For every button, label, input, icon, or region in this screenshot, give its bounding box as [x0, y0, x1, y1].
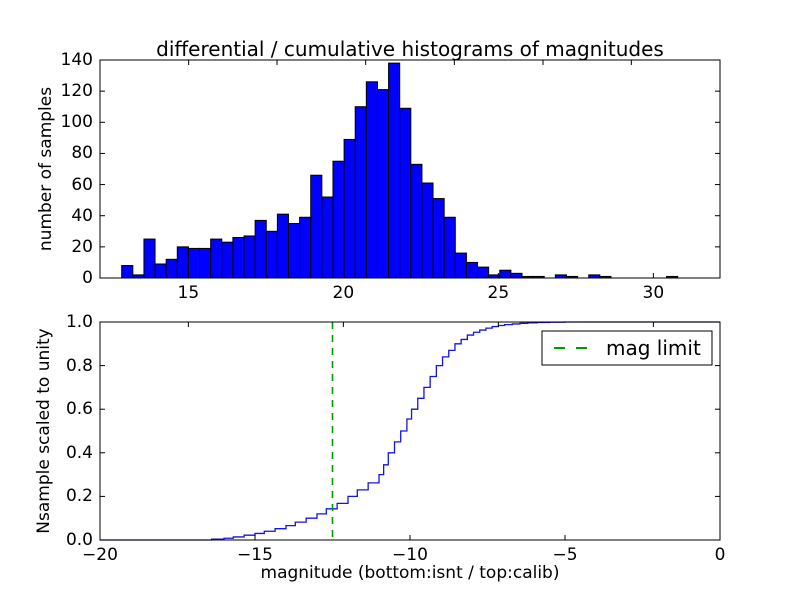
histogram-bar [154, 263, 167, 279]
y-tick-label: 0 [82, 268, 93, 288]
y-tick-label: 0.6 [65, 399, 93, 420]
histogram-bar [399, 107, 412, 279]
histogram-bar [321, 196, 334, 279]
histogram-bar [510, 272, 523, 279]
histogram-bar [265, 230, 278, 279]
histogram-bar [343, 138, 356, 279]
figure-title: differential / cumulative histograms of … [156, 37, 664, 61]
y-tick-label: 0.8 [65, 355, 93, 376]
histogram-bar [287, 223, 301, 279]
x-tick-label: −15 [237, 545, 273, 565]
histogram-bar [421, 182, 434, 279]
histogram-bar [232, 237, 245, 279]
x-tick-label: −5 [552, 545, 578, 565]
histogram-bar [254, 219, 267, 279]
histogram-bar [210, 238, 223, 279]
x-tick-label: 25 [487, 283, 510, 303]
histogram-bar [276, 213, 289, 279]
y-tick-label: 1.0 [65, 312, 93, 332]
histogram-bar [176, 246, 189, 279]
histogram-bar [187, 247, 201, 279]
histogram-bar [465, 261, 479, 279]
histogram-bar [310, 174, 323, 279]
y-tick-label: 60 [71, 174, 93, 195]
histogram-bar [432, 198, 445, 279]
x-tick-label: 20 [332, 283, 355, 303]
x-tick-label: −20 [82, 545, 118, 565]
legend-box [541, 330, 713, 366]
histogram-bar [299, 216, 312, 279]
histogram-bar [410, 163, 423, 279]
bottom-xlabel: magnitude (bottom:isnt / top:calib) [260, 563, 560, 583]
y-tick-label: 80 [71, 143, 93, 164]
y-tick-label: 0.0 [65, 530, 93, 550]
y-tick-label: 20 [71, 236, 93, 257]
histogram-bar [221, 241, 234, 279]
y-tick-label: 40 [71, 205, 93, 226]
bottom-ylabel: Nsample scaled to unity [34, 328, 54, 534]
histogram-bar [354, 106, 367, 279]
y-tick-label: 0.4 [65, 442, 93, 463]
y-tick-label: 100 [60, 112, 93, 133]
histogram-bar [243, 235, 256, 279]
x-tick-label: 30 [642, 283, 665, 303]
cumulative-curve [100, 321, 720, 541]
x-tick-label: −10 [392, 545, 428, 565]
histogram-bar [454, 252, 467, 279]
x-tick-label: 15 [177, 283, 200, 303]
histogram-bar [332, 160, 345, 279]
histogram-bar [199, 247, 212, 279]
y-tick-label: 140 [60, 50, 93, 70]
histogram-bar [365, 81, 378, 279]
top-ylabel: number of samples [36, 86, 56, 252]
histogram-bar [443, 216, 456, 279]
histogram-bar [376, 89, 390, 279]
y-tick-label: 120 [60, 81, 93, 102]
histogram-bar [121, 265, 134, 279]
histogram-bar [499, 269, 512, 279]
histogram-bar [165, 258, 178, 279]
histogram-bar [477, 266, 490, 279]
legend-label: mag limit [606, 336, 701, 360]
histogram-bar [143, 238, 156, 279]
y-tick-label: 0.2 [65, 486, 93, 507]
histogram-bar [388, 62, 401, 279]
axes-frame [99, 59, 721, 279]
x-tick-label: 0 [714, 545, 726, 565]
